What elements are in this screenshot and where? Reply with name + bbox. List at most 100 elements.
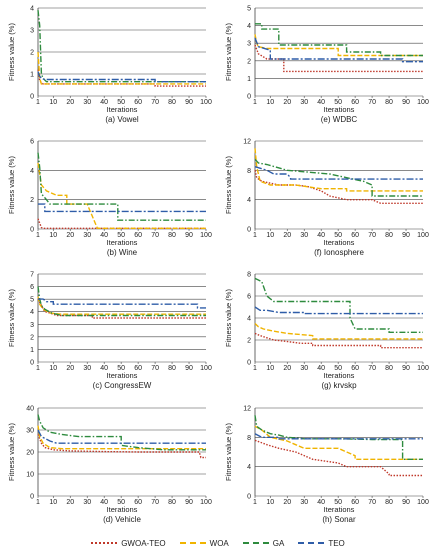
x-tick-label: 60 [134, 99, 142, 106]
x-tick-label: 40 [317, 365, 325, 372]
x-tick-label: 60 [134, 499, 142, 506]
x-tick-label: 100 [200, 232, 212, 239]
x-axis-label: Iterations [107, 505, 138, 514]
y-axis-label: Fitness value (%) [7, 156, 16, 214]
x-tick-label: 30 [300, 365, 308, 372]
series-line-gwoa-teo [254, 439, 423, 477]
x-tick-label: 80 [168, 232, 176, 239]
series-line-teo [254, 37, 423, 63]
x-tick-label: 20 [283, 232, 291, 239]
y-tick-label: 2 [30, 50, 34, 57]
x-tick-label: 70 [368, 232, 376, 239]
x-tick-label: 60 [351, 499, 359, 506]
x-tick-label: 10 [49, 232, 57, 239]
chart-caption: (b) Wine [107, 248, 138, 257]
x-tick-label: 60 [134, 232, 142, 239]
y-tick-label: 3 [30, 28, 34, 35]
y-tick-label: 0 [247, 360, 251, 367]
chart-wine: 0 2 4 6 1 10 20 30 40 50 60 70 80 90 100 Iterations Fitn… [7, 139, 212, 258]
x-tick-label: 40 [100, 365, 108, 372]
x-tick-label: 60 [351, 99, 359, 106]
y-axis-label: Fitness value (%) [224, 156, 233, 214]
series-line-ga [254, 277, 423, 333]
x-tick-label: 50 [117, 232, 125, 239]
series-line-gwoa-teo [37, 69, 206, 87]
x-tick-label: 100 [200, 99, 212, 106]
y-tick-label: 2 [30, 197, 34, 204]
x-tick-label: 70 [151, 499, 159, 506]
x-tick-label: 30 [83, 232, 91, 239]
series-line-gwoa-teo [254, 44, 423, 73]
x-tick-label: 1 [36, 499, 40, 506]
x-tick-label: 10 [266, 99, 274, 106]
x-tick-label: 90 [402, 232, 410, 239]
chart-vehicle: 0 10 20 30 40 1 10 20 30 40 50 60 70 80 90 100 Iteration… [7, 406, 212, 525]
y-tick-label: 30 [26, 428, 34, 435]
x-tick-label: 20 [66, 499, 74, 506]
series-line-teo [37, 429, 206, 444]
chart-caption: (e) WDBC [321, 115, 358, 124]
y-tick-label: 0 [247, 227, 251, 234]
y-tick-label: 8 [247, 272, 251, 279]
x-tick-label: 1 [253, 365, 257, 372]
x-tick-label: 50 [334, 499, 342, 506]
series-line-ga [37, 10, 206, 83]
x-tick-label: 40 [100, 499, 108, 506]
x-tick-label: 1 [253, 232, 257, 239]
y-tick-label: 0 [247, 494, 251, 501]
x-tick-label: 50 [117, 365, 125, 372]
x-tick-label: 90 [185, 365, 193, 372]
y-tick-label: 4 [247, 23, 251, 30]
series-line-gwoa-teo [254, 332, 423, 349]
x-tick-label: 40 [100, 232, 108, 239]
chart-caption: (a) Vowel [105, 115, 139, 124]
chart-ionosphere: 0 4 8 12 1 10 20 30 40 50 60 70 80 90 100 Iterations Fit… [224, 139, 429, 258]
chart-caption: (h) Sonar [322, 515, 356, 524]
y-axis-label: Fitness value (%) [224, 289, 233, 347]
chart-caption: (d) Vehicle [103, 515, 141, 524]
y-tick-label: 2 [247, 338, 251, 345]
y-tick-label: 4 [247, 464, 251, 471]
x-tick-label: 30 [300, 499, 308, 506]
chart-caption: (g) krvskp [321, 381, 357, 390]
x-tick-label: 40 [317, 99, 325, 106]
x-tick-label: 100 [200, 365, 212, 372]
x-axis-label: Iterations [324, 505, 355, 514]
legend: GWOA-TEO WOA GA TEO [0, 536, 436, 550]
x-axis-label: Iterations [324, 105, 355, 114]
y-tick-label: 4 [30, 309, 34, 316]
x-tick-label: 10 [266, 499, 274, 506]
x-tick-label: 70 [151, 232, 159, 239]
x-tick-label: 50 [334, 365, 342, 372]
y-tick-label: 0 [247, 94, 251, 101]
series-line-woa [37, 51, 206, 85]
x-tick-label: 70 [151, 365, 159, 372]
x-tick-label: 10 [49, 499, 57, 506]
y-tick-label: 12 [243, 139, 251, 146]
x-tick-label: 100 [417, 499, 429, 506]
chart-caption: (c) CongressEW [93, 381, 152, 390]
series-line-woa [37, 162, 206, 230]
x-tick-label: 10 [266, 232, 274, 239]
y-tick-label: 0 [30, 360, 34, 367]
y-tick-label: 3 [247, 41, 251, 48]
x-tick-label: 1 [36, 99, 40, 106]
x-axis-label: Iterations [107, 238, 138, 247]
series-line-teo [38, 203, 206, 213]
x-tick-label: 60 [134, 365, 142, 372]
x-tick-label: 50 [117, 99, 125, 106]
series-line-teo [254, 166, 423, 180]
x-tick-label: 20 [283, 99, 291, 106]
x-tick-label: 1 [253, 499, 257, 506]
y-axis-label: Fitness value (%) [7, 23, 16, 81]
y-axis-label: Fitness value (%) [224, 423, 233, 481]
x-tick-label: 80 [385, 232, 393, 239]
series-line-ga [255, 23, 423, 57]
chart-krvskp: 0 2 4 6 8 1 10 20 30 40 50 60 70 80 90 100 Iterations Fit… [224, 272, 429, 391]
y-tick-label: 2 [30, 334, 34, 341]
legend-label-teo: TEO [328, 538, 345, 548]
series-line-teo [38, 298, 206, 309]
x-tick-label: 90 [402, 499, 410, 506]
